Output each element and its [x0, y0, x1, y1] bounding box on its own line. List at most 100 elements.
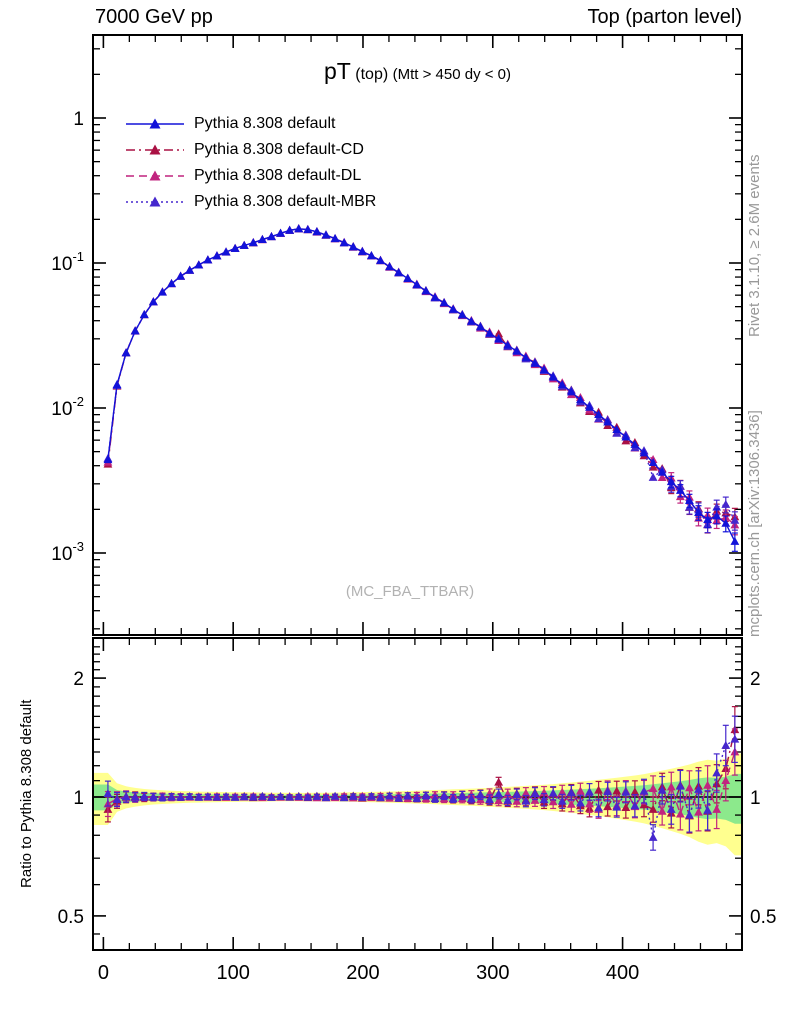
series-marker-ratio	[521, 796, 531, 805]
series-marker-ratio	[730, 734, 740, 743]
series-marker-ratio	[494, 796, 504, 805]
series-marker-main	[421, 286, 431, 295]
series-marker-main	[103, 455, 113, 464]
series-marker-ratio	[548, 797, 558, 806]
series-marker-ratio	[285, 792, 295, 801]
series-marker-main	[566, 387, 576, 396]
ratio-tick-label-right: 2	[750, 669, 761, 690]
plot-title: pT (top) (Mtt > 450 dy < 0)	[93, 58, 742, 85]
series-marker-main	[312, 227, 322, 236]
ratio-tick-label-right: 1	[750, 788, 761, 809]
series-marker-main	[585, 402, 594, 411]
series-line-main	[107, 227, 736, 526]
series-marker-main	[412, 279, 422, 288]
series-marker-main	[657, 472, 667, 481]
series-marker-ratio	[666, 804, 676, 813]
series-marker-ratio	[330, 791, 340, 800]
series-marker-main	[630, 439, 640, 448]
series-marker-ratio	[212, 792, 222, 801]
series-marker-ratio	[694, 807, 703, 816]
series-marker-main	[439, 298, 449, 307]
series-marker-main	[194, 260, 204, 269]
series-marker-ratio	[512, 796, 522, 805]
series-marker-ratio	[485, 794, 494, 803]
series-marker-ratio	[185, 792, 195, 801]
series-marker-main	[694, 507, 703, 516]
series-marker-ratio	[321, 793, 331, 802]
series-marker-main	[675, 485, 685, 494]
series-marker-main	[267, 232, 276, 241]
series-marker-main	[657, 467, 667, 476]
series-marker-main	[257, 235, 267, 244]
series-marker-main	[503, 340, 513, 349]
x-tick-label: 0	[98, 962, 109, 984]
series-marker-ratio	[430, 794, 440, 803]
series-marker-ratio	[603, 802, 613, 811]
main-frame	[92, 34, 743, 636]
series-marker-main	[221, 247, 231, 256]
series-marker-ratio	[566, 799, 576, 808]
series-marker-ratio	[139, 791, 149, 800]
series-marker-ratio	[466, 794, 476, 803]
series-marker-ratio	[448, 793, 458, 802]
series-marker-ratio	[575, 798, 585, 807]
series-marker-main	[430, 292, 440, 301]
series-marker-ratio	[303, 792, 313, 801]
series-marker-ratio	[394, 793, 404, 802]
x-tick-label: 400	[606, 962, 639, 984]
series-marker-ratio	[130, 792, 140, 801]
series-marker-ratio	[203, 792, 213, 801]
ratio-tick-label-left: 0.5	[58, 907, 84, 928]
legend-sample-mbr-icon	[126, 196, 184, 207]
series-marker-ratio	[412, 793, 422, 802]
series-marker-main	[212, 251, 222, 260]
series-marker-ratio	[439, 791, 449, 800]
series-marker-main	[367, 251, 376, 260]
series-marker-ratio	[248, 792, 258, 801]
legend-label: Pythia 8.308 default	[194, 115, 336, 132]
series-marker-main	[185, 265, 195, 274]
series-marker-ratio	[312, 791, 322, 800]
series-marker-ratio	[176, 792, 186, 801]
series-marker-ratio	[621, 803, 631, 812]
series-marker-ratio	[494, 777, 504, 786]
ratio-tick-label-left: 2	[73, 669, 84, 690]
legend-label: Pythia 8.308 default-CD	[194, 141, 364, 158]
legend-label: Pythia 8.308 default-DL	[194, 167, 362, 184]
series-marker-main	[348, 242, 358, 251]
series-marker-ratio	[294, 792, 304, 801]
series-marker-ratio	[221, 792, 231, 801]
title-cuts: (Mtt > 450 dy < 0)	[392, 66, 512, 83]
series-marker-main	[594, 410, 603, 419]
series-marker-main	[176, 271, 186, 280]
series-marker-ratio	[721, 740, 731, 749]
analysis-watermark: (MC_FBA_TTBAR)	[345, 583, 475, 600]
series-marker-main	[612, 424, 622, 433]
series-marker-main	[167, 279, 176, 288]
series-marker-main	[539, 365, 549, 374]
series-marker-main	[276, 228, 285, 237]
series-marker-ratio	[112, 794, 122, 803]
series-marker-main	[394, 267, 404, 276]
series-marker-ratio	[612, 802, 622, 811]
legend-row-dl: Pythia 8.308 default-DL	[124, 163, 376, 189]
series-marker-ratio	[657, 806, 667, 815]
series-marker-main	[239, 240, 249, 249]
series-marker-ratio	[621, 787, 631, 796]
series-line-main	[107, 228, 736, 526]
series-marker-main	[512, 346, 522, 355]
series-marker-ratio	[476, 790, 485, 799]
legend-row-mbr: Pythia 8.308 default-MBR	[124, 189, 376, 215]
series-marker-ratio	[167, 792, 176, 801]
series-marker-main	[594, 414, 603, 423]
series-marker-ratio	[357, 792, 367, 801]
series-marker-ratio	[148, 792, 158, 801]
series-marker-main	[648, 472, 658, 481]
legend: Pythia 8.308 default Pythia 8.308 defaul…	[124, 111, 376, 215]
legend-row-default: Pythia 8.308 default	[124, 111, 376, 137]
series-marker-ratio	[239, 792, 249, 801]
series-marker-ratio	[666, 782, 676, 791]
series-marker-main	[294, 224, 304, 233]
rivet-version-note: Rivet 3.1.10, ≥ 2.6M events	[746, 154, 763, 338]
